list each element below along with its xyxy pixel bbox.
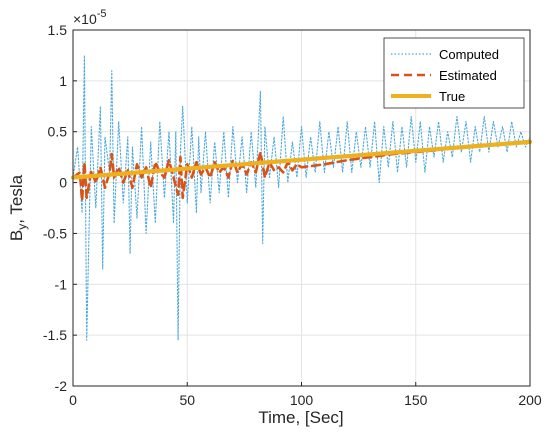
y-tick-label: 1.5: [48, 22, 68, 38]
series-line-estimated: [71, 140, 532, 203]
series-line-true: [70, 139, 533, 180]
grid-lines: [72, 29, 531, 387]
series-line-computed: [72, 54, 531, 341]
axis-ticks: 0 50 100 150 200 -2 -1.5 -1 -0.5 0 0.5 1 1.5: [43, 22, 542, 408]
y-tick-label: -1: [55, 276, 68, 292]
x-tick-label: 200: [518, 392, 542, 408]
x-tick-label: 50: [179, 392, 195, 408]
y-tick-label: 0: [59, 175, 67, 191]
legend-label-computed: Computed: [439, 47, 499, 62]
x-tick-label: 0: [69, 392, 77, 408]
series-layer: [70, 54, 533, 341]
legend: Computed Estimated True: [383, 37, 525, 109]
exponent-label: ×10-5: [73, 8, 107, 27]
y-tick-label: 1: [59, 73, 67, 89]
y-tick-label: -0.5: [43, 225, 67, 241]
y-tick-label: 0.5: [48, 124, 68, 140]
x-axis-label: Time, [Sec]: [258, 408, 343, 427]
x-tick-label: 100: [290, 392, 314, 408]
y-tick-label: -1.5: [43, 327, 67, 343]
x-tick-label: 150: [404, 392, 428, 408]
legend-label-estimated: Estimated: [439, 68, 497, 83]
legend-label-true: True: [439, 89, 465, 104]
y-tick-label: -2: [55, 378, 68, 394]
y-axis-label: By, Tesla: [7, 174, 29, 241]
